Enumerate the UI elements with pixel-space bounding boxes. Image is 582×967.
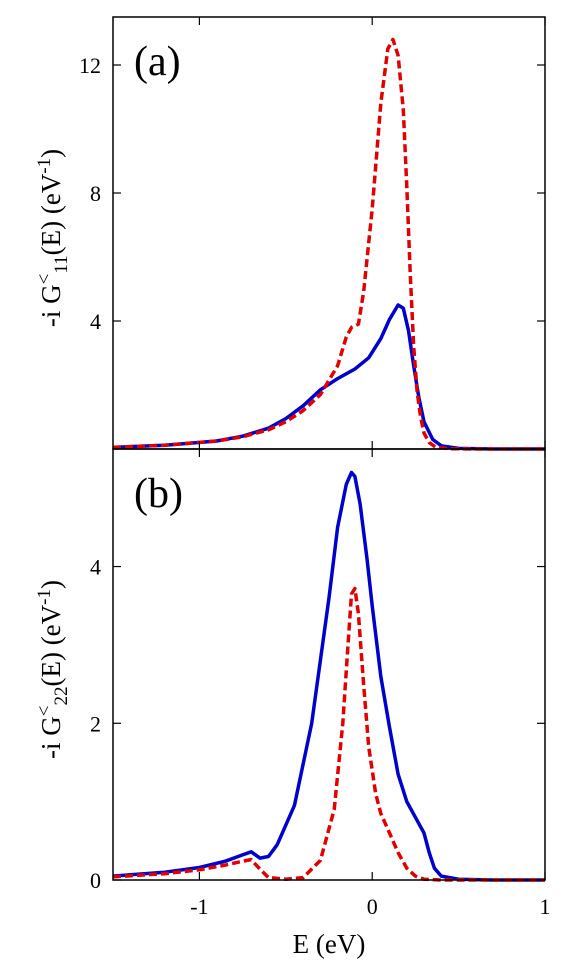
series-line-dashed-red: [112, 37, 545, 451]
y-tick-label: 0: [90, 868, 101, 893]
y-tick-label: 8: [90, 181, 101, 206]
x-axis-label: E (eV): [293, 929, 366, 959]
panel-label: (a): [134, 39, 181, 85]
y-axis-label-part: -1: [34, 158, 55, 174]
series-line-dashed-red: [112, 586, 545, 882]
panel-b: 024-1 0 1E (eV)(b)-i G<22(E) (eV-1): [34, 448, 551, 959]
panel-a: 4 8 12 (a) -i G<11(E) (eV-1): [34, 16, 546, 451]
y-axis-label-part: -1: [34, 589, 55, 605]
plot-frame: [112, 448, 546, 881]
y-axis-label-part: <: [34, 706, 55, 717]
x-tick-label: 1: [540, 894, 551, 919]
x-tick-label: -1: [190, 894, 208, 919]
y-tick-label: 2: [90, 711, 101, 736]
y-axis-label-part: 11: [51, 255, 72, 273]
y-axis-label-part: (E) (eV: [36, 173, 66, 255]
y-axis-label-part: (E) (eV: [36, 604, 66, 686]
y-axis-label-part: <: [34, 274, 55, 285]
y-axis-label-part: -i G: [36, 716, 66, 759]
y-axis-label-part: ): [36, 149, 66, 158]
series-line-solid-blue: [112, 470, 545, 882]
y-tick-label: 4: [90, 555, 101, 580]
y-axis-label-part: -i G: [36, 284, 66, 327]
y-axis-label: -i G<11(E) (eV-1): [34, 149, 72, 327]
y-axis-label: -i G<22(E) (eV-1): [34, 580, 72, 759]
y-axis-label-part: 22: [51, 687, 72, 706]
x-tick-label: 0: [367, 894, 378, 919]
panel-label: (b): [134, 471, 183, 517]
y-tick-label: 4: [90, 309, 101, 334]
y-tick-label: 12: [79, 53, 101, 78]
y-axis-label-part: ): [36, 580, 66, 589]
series-line-solid-blue: [112, 303, 545, 451]
